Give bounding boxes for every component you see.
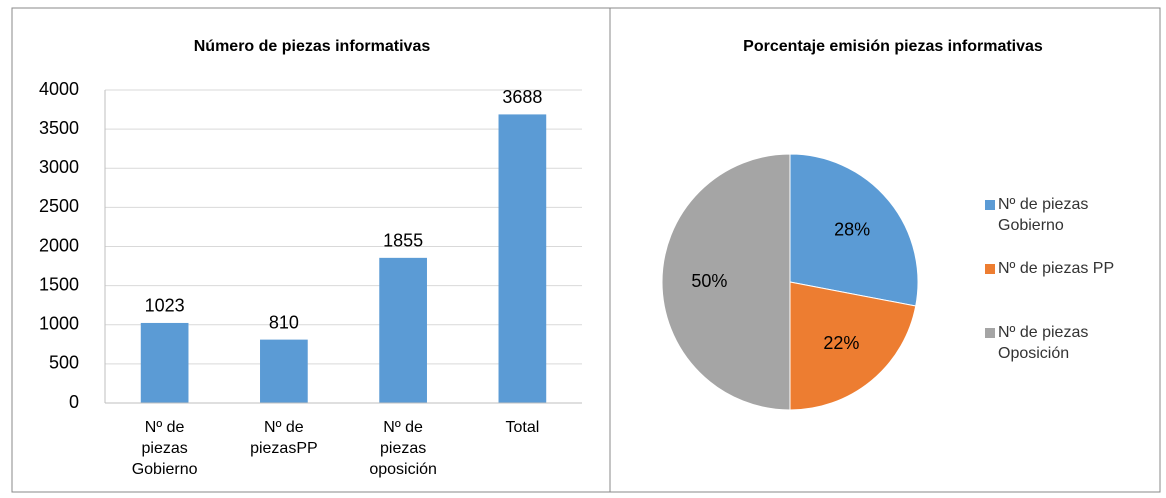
y-tick-label: 3500 [39, 118, 79, 138]
bar [260, 339, 308, 403]
legend-swatch [985, 328, 995, 338]
data-label: 1023 [145, 296, 185, 316]
pie-slice [789, 281, 917, 411]
y-tick-label: 2500 [39, 196, 79, 216]
x-tick-label: Total [505, 419, 539, 436]
x-tick-label: Nº de piezas oposición [369, 419, 437, 478]
legend-label: Nº de piezas Gobierno [998, 196, 1088, 234]
pie-slice [789, 153, 919, 307]
data-label: 28% [834, 219, 870, 239]
y-tick-label: 1500 [39, 274, 79, 294]
data-label: 22% [823, 333, 859, 353]
data-label: 810 [269, 312, 299, 332]
y-tick-label: 500 [49, 353, 79, 373]
legend-label: Nº de piezas Oposición [998, 324, 1088, 362]
y-tick-label: 1000 [39, 314, 79, 334]
y-tick-label: 0 [69, 392, 79, 412]
chart-title: Número de piezas informativas [194, 38, 431, 55]
chart-title: Porcentaje emisión piezas informativas [743, 38, 1043, 55]
legend-swatch [985, 200, 995, 210]
y-tick-label: 4000 [39, 79, 79, 99]
bar [498, 114, 547, 403]
y-tick-label: 2000 [39, 235, 79, 255]
pie-slice [661, 153, 791, 411]
data-label: 3688 [502, 87, 542, 107]
legend-label: Nº de piezas PP [998, 260, 1114, 277]
x-tick-label: Nº de piezas Gobierno [132, 419, 198, 478]
data-label: 1855 [383, 231, 423, 251]
x-tick-label: Nº de piezasPP [250, 419, 318, 457]
bar [379, 257, 427, 403]
data-label: 50% [691, 271, 727, 291]
y-tick-label: 3000 [39, 157, 79, 177]
bar [140, 322, 189, 403]
legend-swatch [985, 264, 995, 274]
